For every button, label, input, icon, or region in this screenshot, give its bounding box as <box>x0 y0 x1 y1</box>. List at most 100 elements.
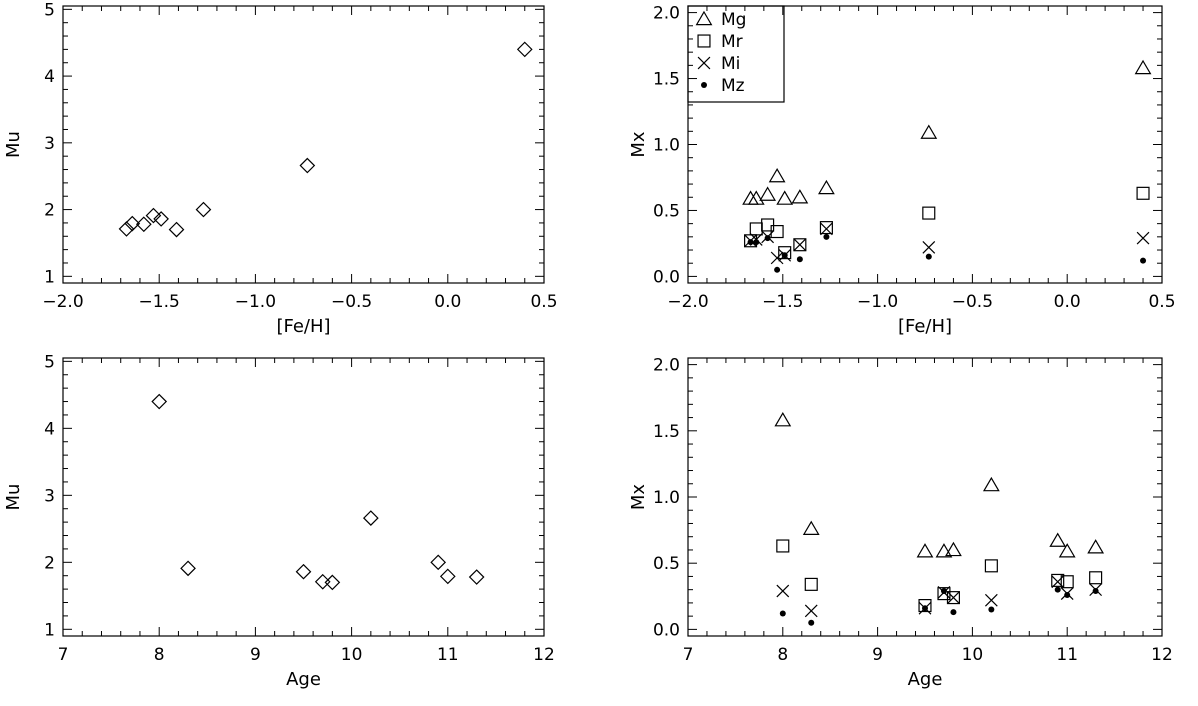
x-tick-label: 8 <box>777 645 788 665</box>
marker-dot <box>950 609 957 616</box>
y-axis-label: Mu <box>3 131 24 158</box>
x-tick-label: 0.0 <box>434 292 461 312</box>
y-tick-label: 0.5 <box>653 554 680 574</box>
legend-label-mi: Mi <box>721 54 740 74</box>
marker-dot <box>1054 586 1061 593</box>
x-tick-label: 9 <box>872 645 883 665</box>
marker-triangle <box>916 543 934 558</box>
y-tick-label: 2.0 <box>653 356 680 376</box>
marker-square <box>1051 573 1065 587</box>
marker-x <box>1051 575 1065 589</box>
x-tick-label: −1.0 <box>857 292 898 312</box>
marker-square <box>1136 186 1150 200</box>
marker-diamond <box>151 393 168 410</box>
marker-dot <box>701 82 707 88</box>
marker-x <box>984 593 998 607</box>
y-tick-label: 1.5 <box>653 422 680 442</box>
marker-dot <box>1064 591 1071 598</box>
y-tick-label: 2.0 <box>653 4 680 24</box>
marker-diamond <box>295 563 312 580</box>
marker-triangle <box>982 476 1000 492</box>
marker-x <box>820 222 833 236</box>
marker-x <box>804 604 818 618</box>
marker-diamond <box>145 207 162 224</box>
marker-square <box>1060 575 1074 589</box>
x-tick-label: −0.5 <box>952 292 993 312</box>
marker-dot <box>1092 587 1099 594</box>
x-tick-label: 0.5 <box>530 292 557 312</box>
y-tick-label: 3 <box>44 134 55 154</box>
x-tick-label: 11 <box>1056 645 1078 665</box>
y-tick-label: 1.0 <box>653 136 680 156</box>
marker-square <box>793 238 807 252</box>
marker-dot <box>753 239 760 246</box>
y-tick-label: 1.5 <box>653 70 680 90</box>
panel-4: 7 8 9 10 11 12 0.0 0.5 1.0 1.5 2.0 Age Mx <box>628 356 1173 690</box>
marker-square <box>1089 571 1103 585</box>
marker-dot <box>764 235 771 242</box>
x-tick-label: 0.0 <box>1054 292 1081 312</box>
marker-triangle <box>747 190 765 205</box>
marker-diamond <box>299 157 316 174</box>
marker-dot <box>774 266 781 273</box>
marker-diamond <box>468 569 485 585</box>
marker-x <box>770 251 784 265</box>
marker-diamond <box>118 221 135 237</box>
marker-x <box>793 238 807 252</box>
marker-triangle <box>768 167 786 183</box>
legend-label-mg: Mg <box>721 10 746 30</box>
marker-diamond <box>124 215 141 232</box>
legend-label-mr: Mr <box>721 32 743 52</box>
marker-dot <box>823 233 830 240</box>
marker-square <box>749 222 763 236</box>
y-tick-label: 2 <box>44 201 55 221</box>
x-tick-label: 12 <box>1151 645 1173 665</box>
marker-diamond <box>180 560 196 577</box>
y-tick-label: 5 <box>44 352 55 372</box>
marker-square <box>776 539 790 553</box>
marker-square <box>946 591 960 605</box>
marker-triangle <box>791 189 809 204</box>
marker-square <box>697 34 711 48</box>
marker-dot <box>940 587 947 594</box>
x-tick-label: −1.5 <box>762 292 803 312</box>
marker-diamond <box>362 510 379 526</box>
marker-triangle <box>695 10 713 26</box>
marker-triangle <box>774 412 792 427</box>
y-tick-label: 3 <box>44 486 55 506</box>
y-tick-label: 0.5 <box>653 201 680 221</box>
x-tick-label: −2.0 <box>42 292 83 312</box>
marker-triangle <box>776 190 794 205</box>
y-axis-label: Mu <box>3 484 24 511</box>
marker-triangle <box>935 543 953 558</box>
marker-square <box>778 246 792 260</box>
x-tick-label: 8 <box>154 645 165 665</box>
series-mg <box>774 412 1105 558</box>
marker-x <box>947 591 960 604</box>
marker-dot <box>781 252 788 259</box>
plot-frame <box>62 357 545 637</box>
marker-diamond <box>430 554 447 571</box>
y-tick-label: 1 <box>44 267 55 287</box>
y-tick-label: 1.0 <box>653 488 680 508</box>
marker-x <box>1136 231 1150 245</box>
marker-dot <box>988 606 995 613</box>
marker-square <box>804 577 818 591</box>
marker-square <box>984 559 998 573</box>
marker-diamond <box>439 568 456 585</box>
marker-triangle <box>1058 543 1076 558</box>
series-diamond <box>151 393 485 591</box>
x-axis-label: [Fe/H] <box>276 316 330 337</box>
marker-square <box>761 218 775 232</box>
y-tick-label: 0.0 <box>653 620 680 640</box>
marker-diamond <box>135 216 152 233</box>
marker-triangle <box>759 186 777 201</box>
marker-diamond <box>516 41 533 58</box>
series-mr <box>744 186 1150 260</box>
marker-dot <box>922 605 928 612</box>
marker-x <box>922 241 936 254</box>
legend-label-mz: Mz <box>721 76 745 96</box>
x-tick-label: 10 <box>962 645 984 665</box>
